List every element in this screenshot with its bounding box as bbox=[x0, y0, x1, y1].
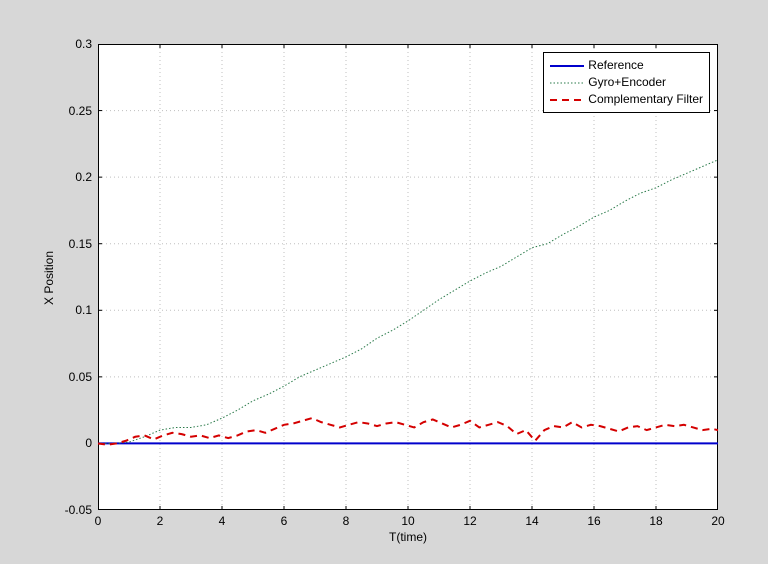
ytick-label: 0.1 bbox=[75, 303, 92, 317]
xtick-label: 12 bbox=[463, 514, 476, 528]
xtick-label: 4 bbox=[219, 514, 226, 528]
legend-item: Complementary Filter bbox=[550, 91, 703, 108]
ytick-label: 0 bbox=[85, 436, 92, 450]
legend: ReferenceGyro+EncoderComplementary Filte… bbox=[543, 52, 710, 113]
ytick-label: -0.05 bbox=[65, 503, 92, 517]
legend-swatch bbox=[550, 76, 584, 90]
xtick-label: 0 bbox=[95, 514, 102, 528]
legend-label: Reference bbox=[588, 57, 643, 74]
ytick-label: 0.3 bbox=[75, 37, 92, 51]
xtick-label: 6 bbox=[281, 514, 288, 528]
ytick-label: 0.05 bbox=[69, 370, 92, 384]
xtick-label: 8 bbox=[343, 514, 350, 528]
x-axis-label: T(time) bbox=[389, 530, 427, 544]
ytick-label: 0.25 bbox=[69, 104, 92, 118]
legend-label: Gyro+Encoder bbox=[588, 74, 666, 91]
legend-swatch bbox=[550, 93, 584, 107]
ytick-label: 0.15 bbox=[69, 237, 92, 251]
legend-item: Reference bbox=[550, 57, 703, 74]
plot-svg bbox=[98, 44, 718, 510]
y-axis-label: X Position bbox=[42, 251, 56, 305]
xtick-label: 18 bbox=[649, 514, 662, 528]
xtick-label: 14 bbox=[525, 514, 538, 528]
plot-area: ReferenceGyro+EncoderComplementary Filte… bbox=[98, 44, 718, 510]
ytick-label: 0.2 bbox=[75, 170, 92, 184]
figure: ReferenceGyro+EncoderComplementary Filte… bbox=[0, 0, 768, 564]
xtick-label: 10 bbox=[401, 514, 414, 528]
legend-item: Gyro+Encoder bbox=[550, 74, 703, 91]
xtick-label: 20 bbox=[711, 514, 724, 528]
xtick-label: 2 bbox=[157, 514, 164, 528]
legend-swatch bbox=[550, 59, 584, 73]
legend-label: Complementary Filter bbox=[588, 91, 703, 108]
xtick-label: 16 bbox=[587, 514, 600, 528]
